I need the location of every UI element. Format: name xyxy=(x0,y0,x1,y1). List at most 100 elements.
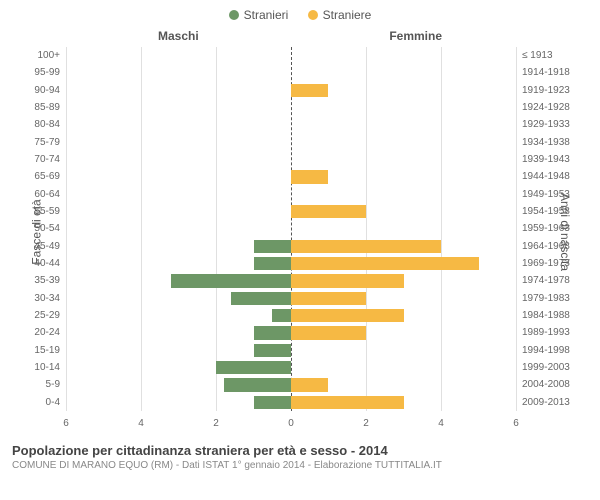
age-row: 45-491964-1968 xyxy=(66,238,516,255)
bar-male xyxy=(272,309,291,322)
legend-female-dot xyxy=(308,10,318,20)
age-row: 100+≤ 1913 xyxy=(66,47,516,64)
bar-female xyxy=(291,84,328,97)
birth-year-label: 1949-1953 xyxy=(516,186,570,203)
age-row: 85-891924-1928 xyxy=(66,99,516,116)
bar-female xyxy=(291,274,404,287)
birth-year-label: 1934-1938 xyxy=(516,134,570,151)
bar-male xyxy=(254,240,291,253)
birth-year-label: 1964-1968 xyxy=(516,238,570,255)
bar-male xyxy=(171,274,291,287)
age-label: 25-29 xyxy=(34,307,66,324)
bar-female xyxy=(291,292,366,305)
x-tick: 0 xyxy=(288,418,294,429)
footer-subtitle: COMUNE DI MARANO EQUO (RM) - Dati ISTAT … xyxy=(12,460,592,471)
legend: Stranieri Straniere xyxy=(8,8,592,23)
bar-female xyxy=(291,257,479,270)
legend-female: Straniere xyxy=(308,8,372,22)
column-title-female: Femmine xyxy=(389,29,442,43)
birth-year-label: 1944-1948 xyxy=(516,168,570,185)
x-tick: 2 xyxy=(363,418,369,429)
age-label: 85-89 xyxy=(34,99,66,116)
age-label: 5-9 xyxy=(46,376,66,393)
x-tick: 4 xyxy=(138,418,144,429)
bar-female xyxy=(291,378,328,391)
x-tick: 6 xyxy=(63,418,69,429)
footer: Popolazione per cittadinanza straniera p… xyxy=(8,443,592,471)
age-label: 35-39 xyxy=(34,272,66,289)
bar-male xyxy=(254,257,291,270)
bar-male xyxy=(254,326,291,339)
x-tick: 2 xyxy=(213,418,219,429)
bar-female xyxy=(291,240,441,253)
age-label: 30-34 xyxy=(34,290,66,307)
bar-male xyxy=(254,344,291,357)
age-label: 65-69 xyxy=(34,168,66,185)
birth-year-label: 2004-2008 xyxy=(516,376,570,393)
bar-male xyxy=(224,378,292,391)
birth-year-label: 1994-1998 xyxy=(516,342,570,359)
bar-female xyxy=(291,396,404,409)
age-row: 5-92004-2008 xyxy=(66,376,516,393)
bar-male xyxy=(231,292,291,305)
age-label: 50-54 xyxy=(34,220,66,237)
birth-year-label: 1974-1978 xyxy=(516,272,570,289)
age-row: 60-641949-1953 xyxy=(66,186,516,203)
age-label: 80-84 xyxy=(34,116,66,133)
age-row: 15-191994-1998 xyxy=(66,342,516,359)
age-row: 30-341979-1983 xyxy=(66,290,516,307)
birth-year-label: 1919-1923 xyxy=(516,82,570,99)
age-label: 90-94 xyxy=(34,82,66,99)
age-row: 20-241989-1993 xyxy=(66,324,516,341)
age-label: 60-64 xyxy=(34,186,66,203)
birth-year-label: 1929-1933 xyxy=(516,116,570,133)
bar-female xyxy=(291,170,328,183)
legend-female-label: Straniere xyxy=(323,8,372,22)
birth-year-label: 1999-2003 xyxy=(516,359,570,376)
age-label: 15-19 xyxy=(34,342,66,359)
bar-female xyxy=(291,326,366,339)
age-label: 0-4 xyxy=(46,394,66,411)
age-row: 50-541959-1963 xyxy=(66,220,516,237)
age-row: 75-791934-1938 xyxy=(66,134,516,151)
birth-year-label: 2009-2013 xyxy=(516,394,570,411)
age-label: 75-79 xyxy=(34,134,66,151)
age-label: 40-44 xyxy=(34,255,66,272)
age-label: 100+ xyxy=(37,47,66,64)
age-row: 55-591954-1958 xyxy=(66,203,516,220)
birth-year-label: ≤ 1913 xyxy=(516,47,553,64)
birth-year-label: 1984-1988 xyxy=(516,307,570,324)
age-label: 20-24 xyxy=(34,324,66,341)
age-label: 55-59 xyxy=(34,203,66,220)
legend-male: Stranieri xyxy=(229,8,289,22)
birth-year-label: 1979-1983 xyxy=(516,290,570,307)
age-row: 80-841929-1933 xyxy=(66,116,516,133)
age-row: 35-391974-1978 xyxy=(66,272,516,289)
birth-year-label: 1924-1928 xyxy=(516,99,570,116)
age-label: 10-14 xyxy=(34,359,66,376)
age-label: 45-49 xyxy=(34,238,66,255)
legend-male-label: Stranieri xyxy=(244,8,289,22)
column-title-male: Maschi xyxy=(158,29,199,43)
plot-area: 6420246100+≤ 191395-991914-191890-941919… xyxy=(66,47,516,411)
footer-title: Popolazione per cittadinanza straniera p… xyxy=(12,443,592,458)
bar-female xyxy=(291,309,404,322)
legend-male-dot xyxy=(229,10,239,20)
age-row: 40-441969-1973 xyxy=(66,255,516,272)
age-row: 25-291984-1988 xyxy=(66,307,516,324)
birth-year-label: 1969-1973 xyxy=(516,255,570,272)
birth-year-label: 1959-1963 xyxy=(516,220,570,237)
birth-year-label: 1914-1918 xyxy=(516,64,570,81)
birth-year-label: 1954-1958 xyxy=(516,203,570,220)
age-row: 0-42009-2013 xyxy=(66,394,516,411)
age-label: 70-74 xyxy=(34,151,66,168)
bar-male xyxy=(254,396,291,409)
bar-male xyxy=(216,361,291,374)
age-label: 95-99 xyxy=(34,64,66,81)
birth-year-label: 1989-1993 xyxy=(516,324,570,341)
bar-female xyxy=(291,205,366,218)
x-tick: 4 xyxy=(438,418,444,429)
age-row: 65-691944-1948 xyxy=(66,168,516,185)
chart: Maschi Femmine Fasce di età Anni di nasc… xyxy=(8,27,592,437)
age-row: 10-141999-2003 xyxy=(66,359,516,376)
